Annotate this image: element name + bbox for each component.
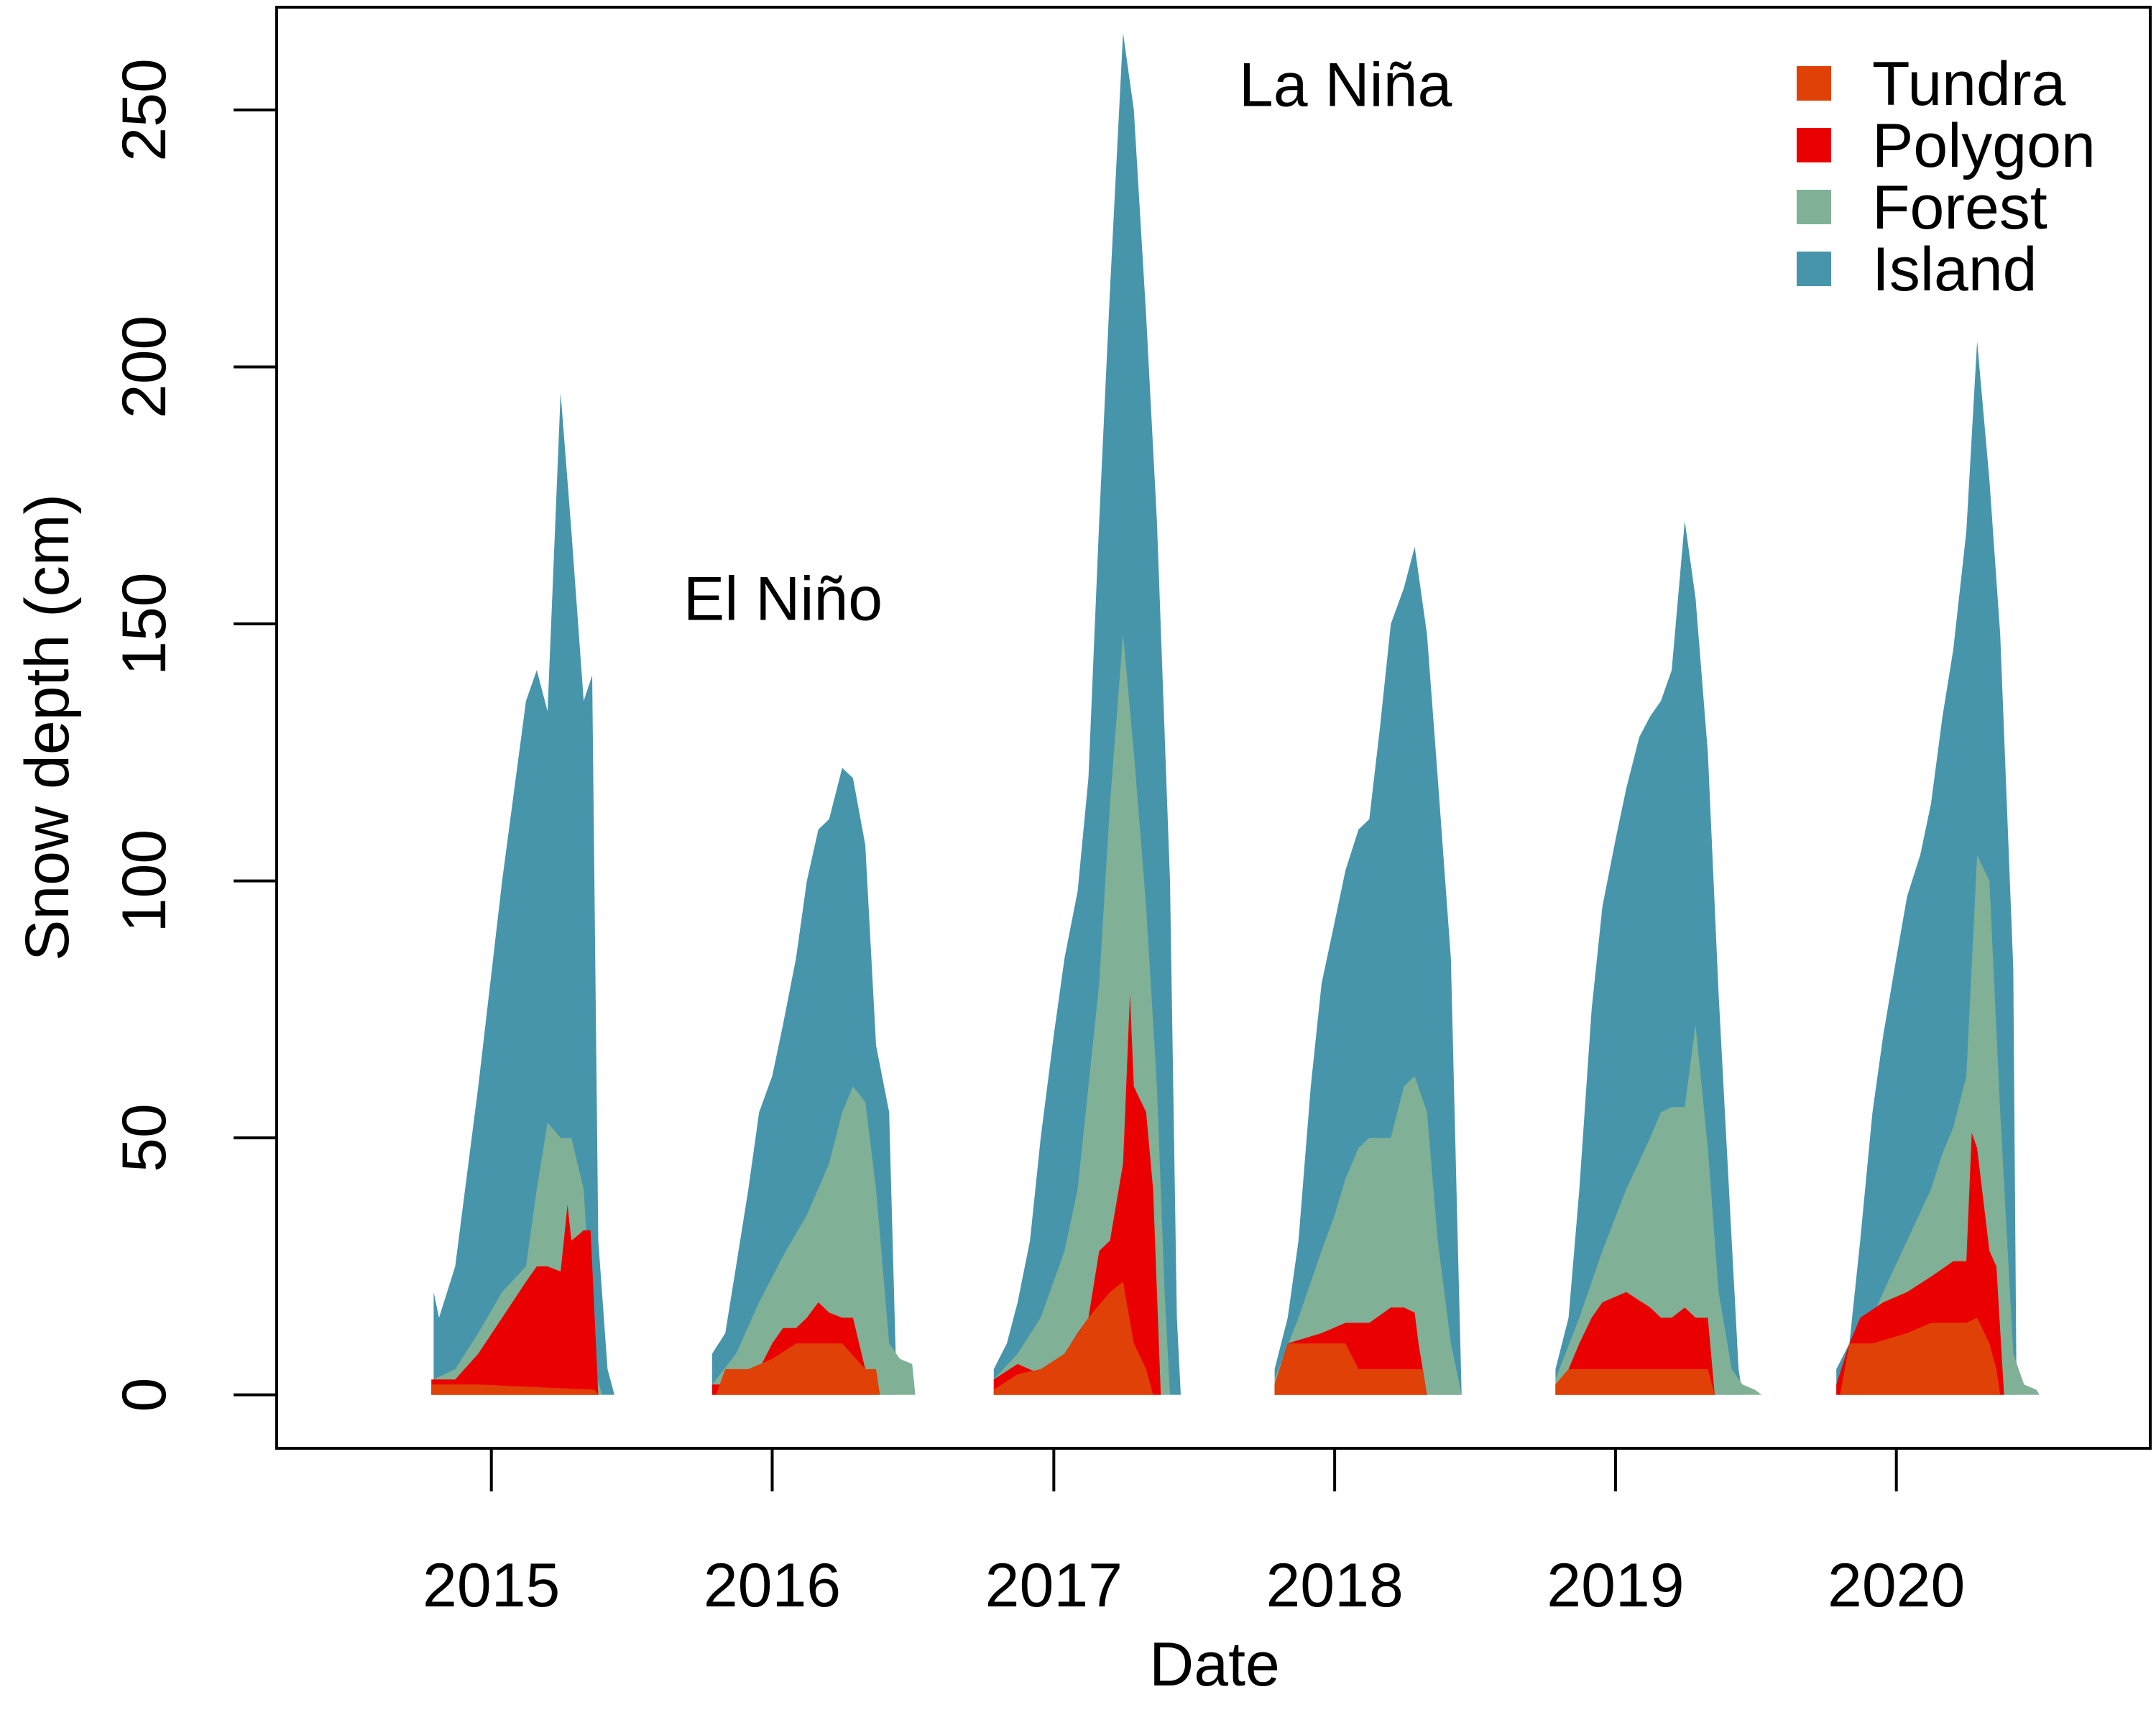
x-tick-label: 2020 <box>1828 1551 1965 1620</box>
y-tick-label: 150 <box>110 572 179 676</box>
tundra-area-3 <box>993 1282 1153 1395</box>
x-axis-label: Date <box>1149 1630 1280 1699</box>
legend-label: Polygon <box>1872 111 2096 180</box>
forest-area-2 <box>712 1086 916 1395</box>
x-tick-label: 2017 <box>985 1551 1123 1620</box>
annotations: El Niño La Niña <box>683 50 1452 633</box>
x-tick-label: 2019 <box>1547 1551 1684 1620</box>
polygon-area-5 <box>1555 1292 1715 1395</box>
legend-item-forest: Forest <box>1797 173 2047 242</box>
series-island <box>433 32 2021 1395</box>
polygon-area-1 <box>431 1205 599 1395</box>
y-tick-label: 250 <box>110 58 179 162</box>
series-tundra <box>431 1282 2001 1395</box>
x-tick-label: 2016 <box>704 1551 841 1620</box>
legend-swatch <box>1797 190 1831 224</box>
legend-label: Island <box>1872 235 2037 304</box>
legend-label: Forest <box>1872 173 2047 242</box>
y-axis: 0 50 100 150 200 250 <box>110 58 278 1412</box>
annotation-label: El Niño <box>683 564 883 633</box>
series-areas <box>431 32 2040 1395</box>
tundra-area-5 <box>1555 1368 1715 1395</box>
legend-swatch <box>1797 128 1831 162</box>
y-tick-label: 50 <box>110 1103 179 1172</box>
legend-item-polygon: Polygon <box>1797 111 2096 180</box>
tundra-area-4 <box>1274 1343 1427 1395</box>
legend-label: Tundra <box>1872 50 2065 119</box>
legend-item-island: Island <box>1797 235 2037 304</box>
series-forest <box>433 634 2040 1395</box>
y-axis-label: Snow depth (cm) <box>13 494 82 961</box>
legend-item-tundra: Tundra <box>1797 50 2065 119</box>
annotation-label: La Niña <box>1239 50 1452 119</box>
tundra-area-1 <box>431 1384 599 1395</box>
legend-swatch <box>1797 252 1831 286</box>
tundra-area-2 <box>716 1343 880 1395</box>
x-tick-label: 2018 <box>1266 1551 1403 1620</box>
series-polygon <box>431 993 2004 1395</box>
y-tick-label: 200 <box>110 316 179 419</box>
y-tick-label: 0 <box>110 1378 179 1412</box>
legend-swatch <box>1797 66 1831 101</box>
tundra-area-6 <box>1840 1317 2001 1395</box>
y-tick-label: 100 <box>110 829 179 933</box>
x-tick-label: 2015 <box>423 1551 560 1620</box>
x-axis: 2015 2016 2017 2018 2019 2020 <box>423 1447 1965 1620</box>
